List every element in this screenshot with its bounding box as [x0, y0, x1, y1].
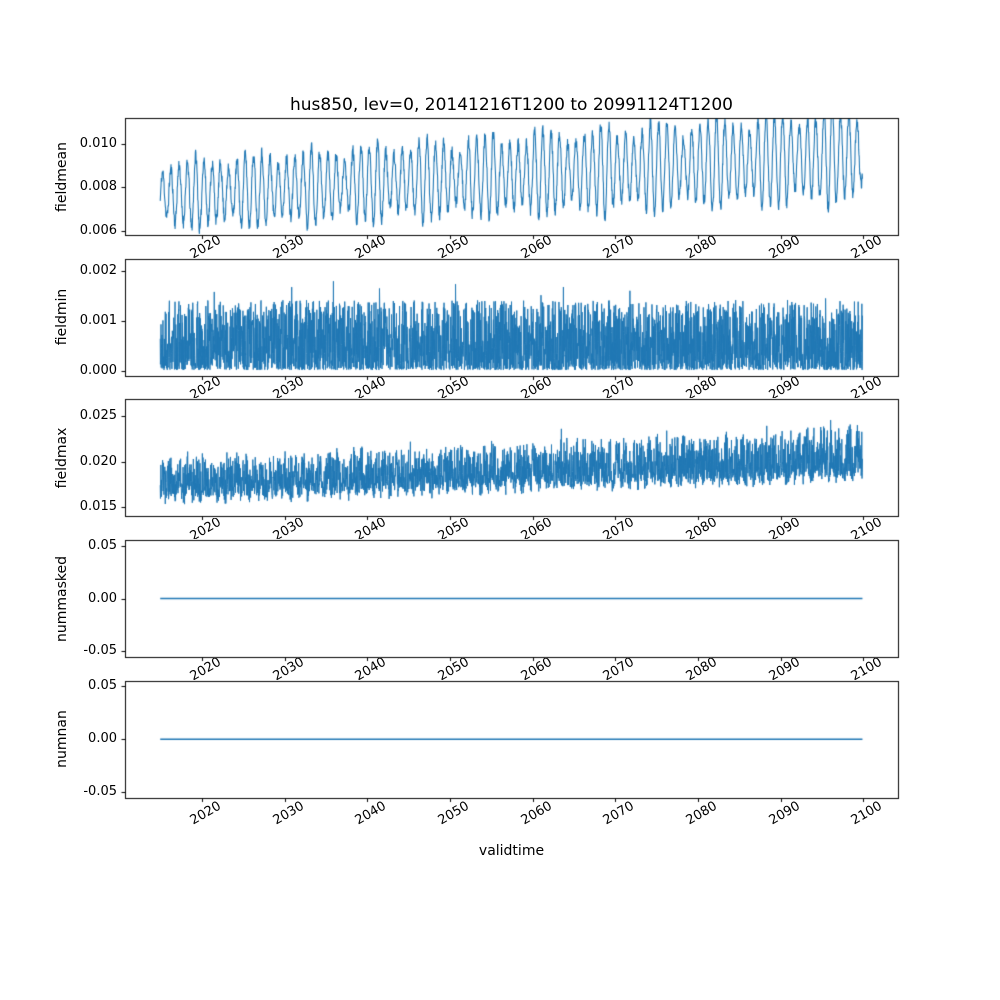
x-tick-label: 2060 — [518, 658, 555, 680]
x-tick-label: 2030 — [270, 798, 307, 829]
y-axis-title: nummasked — [54, 555, 70, 642]
y-tick-label: 0.020 — [79, 453, 117, 469]
y-tick-label: 0.025 — [79, 408, 117, 424]
x-tick-label: 2020 — [187, 376, 224, 399]
x-tick-label: 2060 — [518, 376, 555, 399]
x-tick-label: 2090 — [766, 376, 803, 399]
x-tick-band: 2020 2030 2040 2050 2060 2070 2080 2090 2100 — [0, 377, 1000, 398]
x-tick-label: 2070 — [600, 376, 638, 399]
x-tick-label: 2090 — [766, 798, 803, 829]
x-tick-label: 2060 — [518, 798, 555, 829]
y-tick-label: 0.05 — [88, 537, 117, 553]
x-tick-label: 2030 — [270, 236, 307, 258]
x-tick-label: 2030 — [270, 658, 307, 680]
y-tick-label: 0.010 — [79, 136, 117, 152]
y-tick-label: 0.00 — [88, 731, 117, 747]
x-tick-label: 2050 — [435, 376, 472, 399]
x-tick-label: 2070 — [600, 658, 638, 680]
y-axis-title: fieldmin — [54, 288, 70, 346]
y-axis-title: fieldmax — [54, 427, 70, 489]
x-tick-label: 2030 — [270, 517, 307, 539]
x-tick-label: 2020 — [187, 517, 224, 539]
y-tick-label: 0.002 — [79, 263, 117, 279]
y-tick-label: -0.05 — [83, 783, 117, 799]
x-tick-label: 2050 — [435, 798, 472, 829]
y-axis-title: numnan — [54, 710, 70, 769]
y-tick-label: 0.006 — [79, 222, 117, 238]
y-axis-title: fieldmean — [54, 141, 70, 212]
x-tick-band: 2020 2030 2040 2050 2060 2070 2080 2090 2100 — [0, 658, 1000, 679]
x-tick-label: 2040 — [352, 236, 390, 258]
x-tick-label: 2080 — [683, 236, 720, 258]
x-tick-band: 2020 2030 2040 2050 2060 2070 2080 2090 2100 — [0, 236, 1000, 257]
x-tick-label: 2080 — [683, 658, 720, 680]
x-tick-label: 2090 — [766, 236, 803, 258]
x-tick-label: 2100 — [848, 798, 886, 829]
y-tick-label: 0.000 — [79, 362, 117, 378]
x-tick-label: 2090 — [766, 658, 803, 680]
x-tick-label: 2040 — [352, 517, 390, 539]
x-tick-label: 2070 — [600, 517, 638, 539]
y-tick-label: 0.05 — [88, 678, 117, 694]
y-tick-label: 0.001 — [79, 312, 117, 328]
x-tick-band: 2020 2030 2040 2050 2060 2070 2080 2090 2100 — [0, 518, 1000, 539]
x-tick-label: 2070 — [600, 236, 638, 258]
x-tick-label: 2100 — [848, 376, 886, 399]
x-tick-label: 2040 — [352, 798, 390, 829]
chart-title: hus850, lev=0, 20141216T1200 to 20991124… — [290, 95, 733, 115]
x-tick-label: 2050 — [435, 236, 472, 258]
x-tick-label: 2090 — [766, 517, 803, 539]
x-tick-label: 2040 — [352, 658, 390, 680]
x-tick-label: 2100 — [848, 236, 886, 258]
x-tick-label: 2070 — [600, 798, 638, 829]
y-tick-label: 0.00 — [88, 590, 117, 606]
x-axis-label: validtime — [478, 843, 545, 859]
x-tick-label: 2040 — [352, 376, 390, 399]
x-tick-label: 2080 — [683, 376, 720, 399]
x-tick-label: 2030 — [270, 376, 307, 399]
x-tick-label: 2050 — [435, 658, 472, 680]
x-tick-label: 2020 — [187, 236, 224, 258]
x-tick-label: 2050 — [435, 517, 472, 539]
x-tick-label: 2060 — [518, 517, 555, 539]
x-tick-label: 2100 — [848, 658, 886, 680]
x-tick-label: 2060 — [518, 236, 555, 258]
x-tick-label: 2080 — [683, 517, 720, 539]
y-tick-label: 0.015 — [79, 498, 117, 514]
x-tick-label: 2100 — [848, 517, 886, 539]
x-tick-label: 2020 — [187, 658, 224, 680]
y-tick-label: -0.05 — [83, 643, 117, 659]
y-tick-label: 0.008 — [79, 179, 117, 195]
x-tick-band: 2020 2030 2040 2050 2060 2070 2080 2090 2100 — [0, 799, 1000, 845]
x-tick-label: 2080 — [683, 798, 720, 829]
x-tick-label: 2020 — [187, 798, 224, 829]
